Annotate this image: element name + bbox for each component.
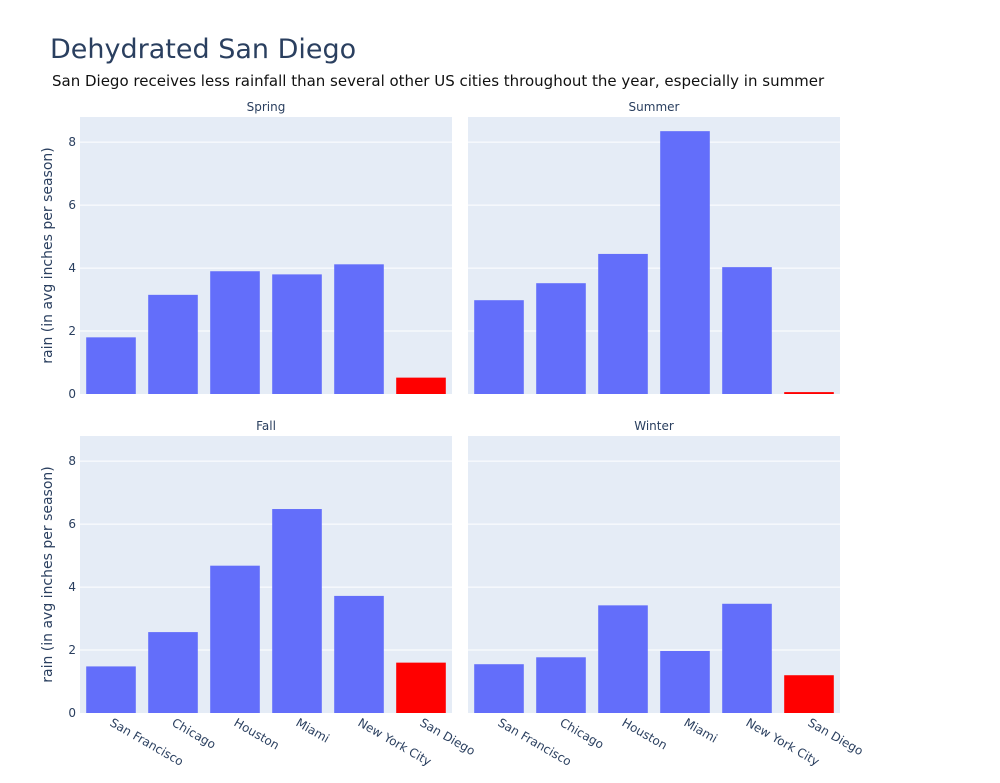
bar	[210, 271, 260, 394]
bar	[334, 595, 384, 713]
bar	[474, 664, 524, 713]
bar	[784, 675, 834, 713]
bar	[396, 662, 446, 713]
bar	[474, 300, 524, 394]
bar	[536, 283, 586, 394]
x-tick-label: Houston	[232, 715, 282, 752]
panel-title: Spring	[247, 100, 286, 114]
bar	[148, 294, 198, 394]
bar	[598, 253, 648, 394]
bar	[148, 632, 198, 713]
panel-title: Fall	[256, 419, 276, 433]
panel-title: Winter	[634, 419, 674, 433]
y-tick-label: 2	[68, 324, 76, 338]
y-tick-label: 6	[68, 198, 76, 212]
y-tick-label: 6	[68, 517, 76, 531]
y-tick-label: 4	[68, 580, 76, 594]
bar	[272, 509, 322, 713]
bar	[660, 650, 710, 713]
y-tick-label: 0	[68, 387, 76, 401]
y-tick-label: 4	[68, 261, 76, 275]
plot-area	[80, 436, 452, 713]
bar	[86, 666, 136, 713]
x-tick-label: Chicago	[558, 715, 607, 751]
y-tick-label: 8	[68, 454, 76, 468]
plot-area	[468, 117, 840, 394]
x-tick-label: Houston	[620, 715, 670, 752]
bar	[272, 274, 322, 394]
bar	[660, 131, 710, 394]
x-tick-label: Chicago	[170, 715, 219, 751]
bar	[784, 392, 834, 394]
bar	[86, 337, 136, 394]
panel-title: Summer	[629, 100, 680, 114]
plot-area	[468, 436, 840, 713]
bar	[334, 264, 384, 394]
plot-area	[80, 117, 452, 394]
bar	[722, 603, 772, 713]
x-tick-label: Miami	[294, 715, 332, 745]
bar	[396, 377, 446, 394]
x-tick-label: Miami	[682, 715, 720, 745]
bar	[722, 267, 772, 394]
y-axis-label: rain (in avg inches per season)	[40, 466, 56, 683]
y-tick-label: 8	[68, 135, 76, 149]
chart-title: Dehydrated San Diego	[50, 34, 357, 65]
y-tick-label: 0	[68, 706, 76, 720]
y-tick-label: 2	[68, 643, 76, 657]
y-axis-label: rain (in avg inches per season)	[40, 147, 56, 364]
bar	[536, 657, 586, 713]
bar	[210, 565, 260, 713]
bar	[598, 605, 648, 713]
chart-subtitle: San Diego receives less rainfall than se…	[52, 72, 825, 90]
